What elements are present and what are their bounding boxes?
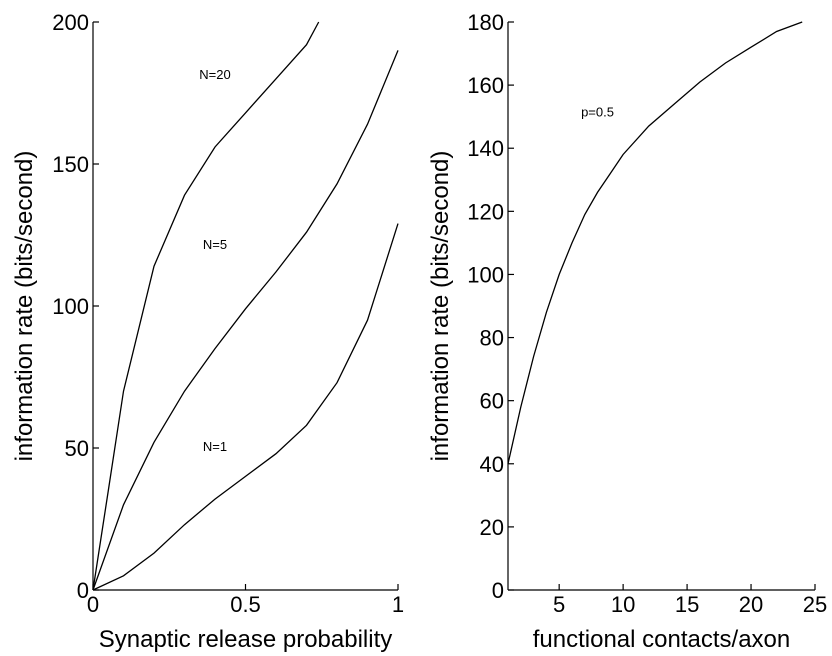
curve-annotation: N=5 <box>203 237 227 252</box>
x-tick-label: 15 <box>675 592 699 617</box>
curve-annotation: N=1 <box>203 439 227 454</box>
y-tick-label: 180 <box>467 10 504 35</box>
y-tick-label: 120 <box>467 199 504 224</box>
y-tick-label: 60 <box>480 389 504 414</box>
x-tick-label: 0 <box>87 592 99 617</box>
y-tick-label: 100 <box>467 262 504 287</box>
curve-annotation: p=0.5 <box>581 105 614 120</box>
chart-panel-1: 0 50 100 150 200 0 0.5 1 Synaptic release probab… <box>11 10 404 653</box>
x-tick-label: 1 <box>392 592 404 617</box>
y-tick-label: 0 <box>77 578 89 603</box>
curve-annotation: N=20 <box>199 67 230 82</box>
y-tick-label: 200 <box>52 10 89 35</box>
x-tick-label: 20 <box>739 592 763 617</box>
y-tick-label: 20 <box>480 515 504 540</box>
y-tick-label: 140 <box>467 136 504 161</box>
x-tick-label: 25 <box>803 592 827 617</box>
y-tick-label: 0 <box>492 578 504 603</box>
series-line <box>92 21 320 591</box>
y-tick-label: 100 <box>52 294 89 319</box>
y-tick-label: 160 <box>467 73 504 98</box>
x-tick-label: 0.5 <box>230 592 261 617</box>
y-axis-title: information rate (bits/second) <box>427 151 454 462</box>
x-tick-label: 10 <box>611 592 635 617</box>
y-tick-label: 50 <box>65 436 89 461</box>
x-tick-label: 5 <box>553 592 565 617</box>
series-line <box>92 223 399 591</box>
series-line <box>92 50 399 591</box>
y-axis-title: information rate (bits/second) <box>11 151 38 462</box>
y-tick-label: 80 <box>480 326 504 351</box>
y-tick-label: 150 <box>52 152 89 177</box>
y-tick-label: 40 <box>480 452 504 477</box>
series-line <box>507 21 803 464</box>
chart-panel-2: 0 20 40 60 80 100 120 140 160 180 5 10 15 20 25 functio… <box>427 10 827 653</box>
x-axis-title: functional contacts/axon <box>533 626 791 653</box>
x-axis-title: Synaptic release probability <box>99 626 393 653</box>
